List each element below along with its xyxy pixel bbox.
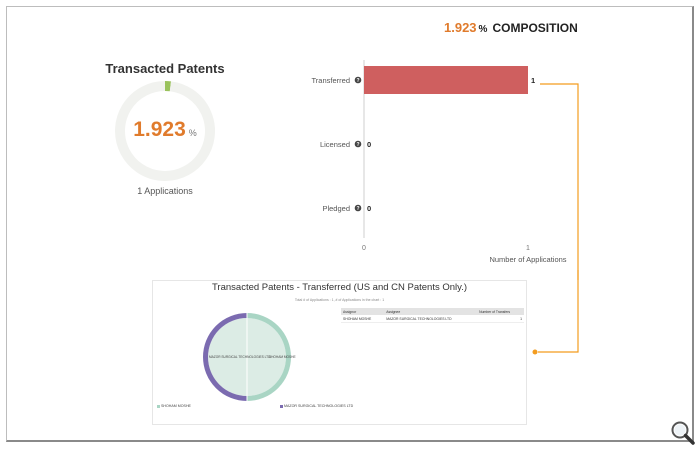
bar-value-label: 0 xyxy=(367,204,371,213)
transferred-panel-title: Transacted Patents - Transferred (US and… xyxy=(211,282,468,293)
table-header-assignor: Assignor xyxy=(341,308,385,315)
legend-label-mazor: MAZOR SURGICAL TECHNOLOGIES LTD xyxy=(284,404,354,408)
question-icon[interactable]: ? xyxy=(354,76,362,85)
table-header-transfers: Number of Transfers xyxy=(477,308,524,315)
bar-category-label: Pledged xyxy=(322,204,350,213)
composition-label: COMPOSITION xyxy=(492,21,578,35)
transacted-donut-chart xyxy=(115,81,215,181)
bar-value-label: 0 xyxy=(367,140,371,149)
donut-slice-shoham xyxy=(246,313,291,401)
question-icon[interactable]: ? xyxy=(354,140,362,149)
question-icon[interactable]: ? xyxy=(354,204,362,213)
table-header-assignee: Assignee xyxy=(384,308,478,315)
composition-bar-chart: Transferred? 1 Licensed? 0 Pledged? 0 0 1 Number… xyxy=(312,60,579,280)
transferred-panel: Transacted Patents - Transferred (US and… xyxy=(152,280,527,425)
transferred-panel-subtitle: Total # of Applications : 1, # of Applic… xyxy=(294,298,385,302)
bar-value-label: 1 xyxy=(531,76,535,85)
donut-center-percent: 1.923 xyxy=(133,118,186,141)
table-header-row: Assignor Assignee Number of Transfers xyxy=(341,308,524,315)
legend-swatch-mazor xyxy=(280,404,283,408)
table-row: SHOHAM MOSHE MAZOR SURGICAL TECHNOLOGIES… xyxy=(341,315,524,323)
applications-count-label: 1 Applications xyxy=(137,186,193,196)
x-axis-label: Number of Applications xyxy=(489,255,566,264)
connector-line xyxy=(540,83,579,280)
bar-transferred xyxy=(364,66,528,94)
legend-item-mazor: MAZOR SURGICAL TECHNOLOGIES LTD xyxy=(280,404,353,408)
magnifier-icon[interactable] xyxy=(670,420,696,446)
composition-percent: 1.923 xyxy=(444,20,477,35)
legend-swatch-shoham xyxy=(157,404,160,408)
svg-text:?: ? xyxy=(356,142,359,148)
legend-label-shoham: SHOHAM MOSHE xyxy=(161,404,191,408)
x-tick-label: 0 xyxy=(362,245,366,252)
transfers-table: Assignor Assignee Number of Transfers SH… xyxy=(341,308,524,323)
composition-title: 1.923% COMPOSITION xyxy=(444,20,578,35)
donut-slice-mazor xyxy=(203,313,248,401)
slice-label-shoham: SHOHAM MOSHE xyxy=(269,355,296,359)
table-cell-assignee: MAZOR SURGICAL TECHNOLOGIES LTD xyxy=(384,315,478,323)
donut-slice-remainder xyxy=(115,81,215,181)
donut-center-value: 1.923% xyxy=(114,118,216,142)
bar-category-label: Licensed xyxy=(320,140,350,149)
transacted-patents-title: Transacted Patents xyxy=(105,61,225,76)
bar-category-label: Transferred xyxy=(312,76,351,85)
x-tick-label: 1 xyxy=(526,245,530,252)
svg-text:?: ? xyxy=(356,206,359,212)
table-cell-assignor: SHOHAM MOSHE xyxy=(341,315,385,323)
slice-label-mazor: MAZOR SURGICAL TECHNOLOGIES LTD xyxy=(209,355,271,359)
legend-item-shoham: SHOHAM MOSHE xyxy=(157,404,191,408)
svg-text:?: ? xyxy=(356,78,359,84)
composition-percent-sign: % xyxy=(478,24,488,35)
table-cell-transfers: 1 xyxy=(477,315,524,323)
donut-center-percent-sign: % xyxy=(188,128,197,138)
